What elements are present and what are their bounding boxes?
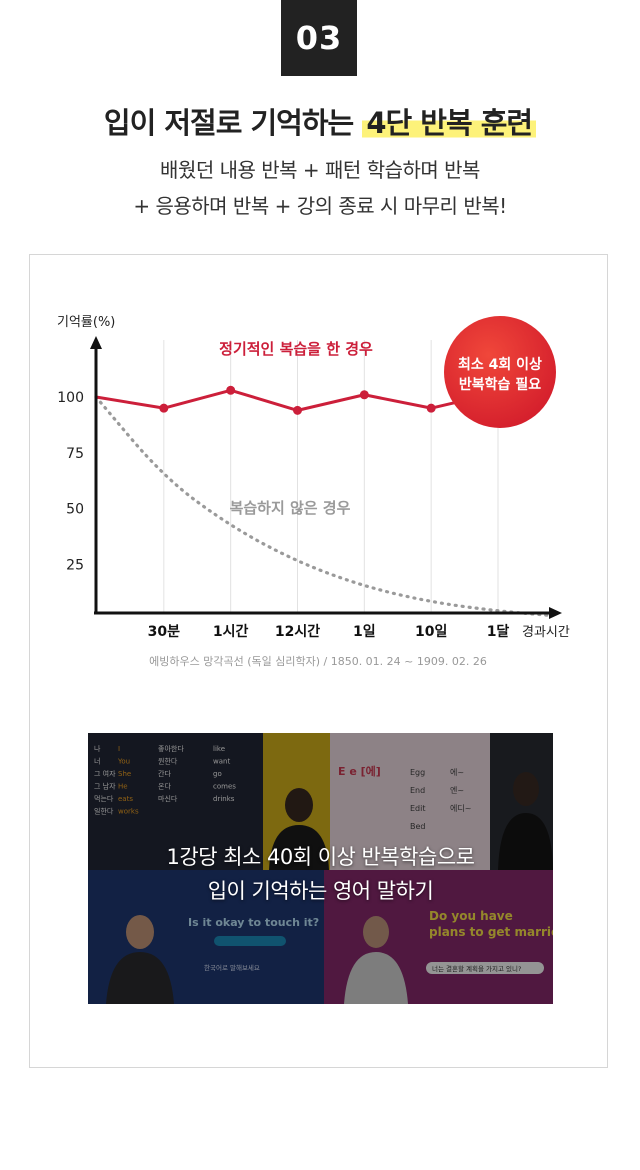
callout-line-1: 최소 4회 이상 bbox=[458, 356, 542, 373]
headline-prefix: 입이 저절로 기억하는 bbox=[103, 106, 363, 140]
thumb-word: 그 남자 bbox=[94, 782, 116, 791]
x-tick-label: 1달 bbox=[487, 624, 510, 640]
x-axis-label: 경과시간 bbox=[522, 625, 570, 640]
thumb-dim-overlay bbox=[88, 733, 553, 1004]
thumb-word: 나 bbox=[94, 744, 101, 753]
thumb-word: He bbox=[118, 783, 128, 791]
thumb-question: plans to get married? bbox=[429, 925, 553, 939]
chart-source: 에빙하우스 망각곡선 (독일 심리학자) / 1850. 01. 24 ~ 19… bbox=[149, 654, 487, 668]
thumb-word: 마신다 bbox=[158, 794, 178, 803]
x-tick-label: 1시간 bbox=[213, 623, 249, 640]
thumb-quiz-blue: Is it okay to touch it? 한국어로 말해보세요 bbox=[88, 870, 324, 1004]
thumb-phonics-board: E e [에] Egg 에~ End 엔~ Edit 에디~ Bed bbox=[330, 733, 553, 870]
grid-lines bbox=[163, 340, 499, 613]
thumb-word: 먹는다 bbox=[94, 794, 114, 803]
series-label-no-review: 복습하지 않은 경우 bbox=[230, 499, 351, 517]
y-axis-label: 기억률(%) bbox=[57, 315, 115, 330]
thumb-question: Is it okay to touch it? bbox=[188, 916, 319, 929]
video-thumbnail[interactable]: 나 I 좋아한다 like 너 You 원한다 want 그 여자 She 간다 go 그 남자 He 온다… bbox=[88, 733, 553, 1004]
data-point-regular-review bbox=[426, 403, 436, 413]
thumb-word: 일한다 bbox=[94, 807, 114, 816]
thumb-question: Do you have bbox=[429, 909, 513, 923]
x-tick-labels: 30분 1시간 12시간 1일 10일 1달 bbox=[148, 623, 510, 640]
thumb-word: Bed bbox=[410, 822, 426, 831]
x-tick-label: 12시간 bbox=[275, 623, 320, 640]
y-axis-arrow bbox=[90, 336, 102, 349]
callout-circle: 최소 4회 이상 반복학습 필요 bbox=[444, 316, 556, 428]
thumb-word: comes bbox=[213, 783, 236, 791]
thumb-word: 좋아한다 bbox=[158, 744, 184, 753]
thumb-word: 온다 bbox=[158, 782, 171, 791]
thumb-quiz-magenta: Do you have plans to get married? 너는 결혼할 계… bbox=[324, 870, 553, 1004]
thumb-word: go bbox=[213, 770, 222, 778]
headline-highlight: 4단 반복 훈련 bbox=[362, 106, 537, 140]
thumb-word: eats bbox=[118, 795, 133, 803]
thumb-word: 에~ bbox=[450, 768, 464, 777]
y-tick-labels: 100 75 50 25 bbox=[57, 390, 84, 573]
thumb-hint: 한국어로 말해보세요 bbox=[204, 963, 260, 972]
x-tick-label: 30분 bbox=[148, 624, 180, 640]
thumb-presenter-yellow bbox=[263, 733, 330, 870]
thumb-hint: 너는 결혼할 계획을 가지고 있니? bbox=[432, 964, 521, 973]
callout-line-2: 반복학습 필요 bbox=[459, 376, 541, 393]
thumb-word: works bbox=[118, 808, 139, 816]
series-line-no-review bbox=[94, 395, 554, 618]
series-label-regular-review: 정기적인 복습을 한 경우 bbox=[219, 340, 373, 358]
y-tick-label: 75 bbox=[66, 446, 84, 462]
y-tick-label: 50 bbox=[66, 502, 84, 518]
thumb-word: She bbox=[118, 770, 131, 778]
y-tick-label: 25 bbox=[66, 557, 84, 573]
thumb-word: Egg bbox=[410, 768, 425, 777]
x-tick-label: 10일 bbox=[415, 624, 447, 640]
thumb-word: 원한다 bbox=[158, 757, 178, 766]
thumb-word: 그 여자 bbox=[94, 769, 116, 778]
subtitle-line-1: 배웠던 내용 반복 + 패턴 학습하며 반복 bbox=[160, 158, 480, 182]
thumb-word: like bbox=[213, 745, 225, 753]
y-tick-label: 100 bbox=[57, 390, 84, 406]
thumb-word: E e [에] bbox=[338, 764, 381, 778]
video-caption-line-2: 입이 기억하는 영어 말하기 bbox=[207, 879, 434, 903]
thumb-word: You bbox=[117, 758, 130, 766]
thumb-word: 간다 bbox=[158, 769, 171, 778]
thumb-word: End bbox=[410, 786, 425, 795]
thumb-word: 에디~ bbox=[450, 804, 471, 813]
thumb-word: want bbox=[213, 758, 230, 766]
thumb-word: drinks bbox=[213, 795, 235, 803]
data-point-regular-review bbox=[159, 403, 169, 413]
data-point-regular-review bbox=[293, 405, 302, 415]
thumb-word: Edit bbox=[410, 804, 426, 813]
thumb-word: 엔~ bbox=[450, 785, 464, 795]
data-point-regular-review bbox=[359, 390, 369, 400]
headline: 입이 저절로 기억하는 4단 반복 훈련 bbox=[0, 100, 640, 142]
step-badge: 03 bbox=[281, 0, 357, 76]
series-layer bbox=[94, 385, 554, 618]
x-tick-label: 1일 bbox=[353, 624, 376, 640]
x-axis-arrow bbox=[549, 607, 562, 619]
thumb-word: 너 bbox=[94, 757, 100, 766]
data-point-regular-review bbox=[226, 385, 236, 395]
video-caption-line-1: 1강당 최소 40회 이상 반복학습으로 bbox=[166, 845, 475, 869]
subtitle-line-2: + 응용하며 반복 + 강의 종료 시 마무리 반복! bbox=[133, 194, 507, 218]
thumb-vocab-table: 나 I 좋아한다 like 너 You 원한다 want 그 여자 She 간다 go 그 남자 He 온다… bbox=[88, 733, 263, 870]
thumb-word: I bbox=[118, 745, 120, 753]
